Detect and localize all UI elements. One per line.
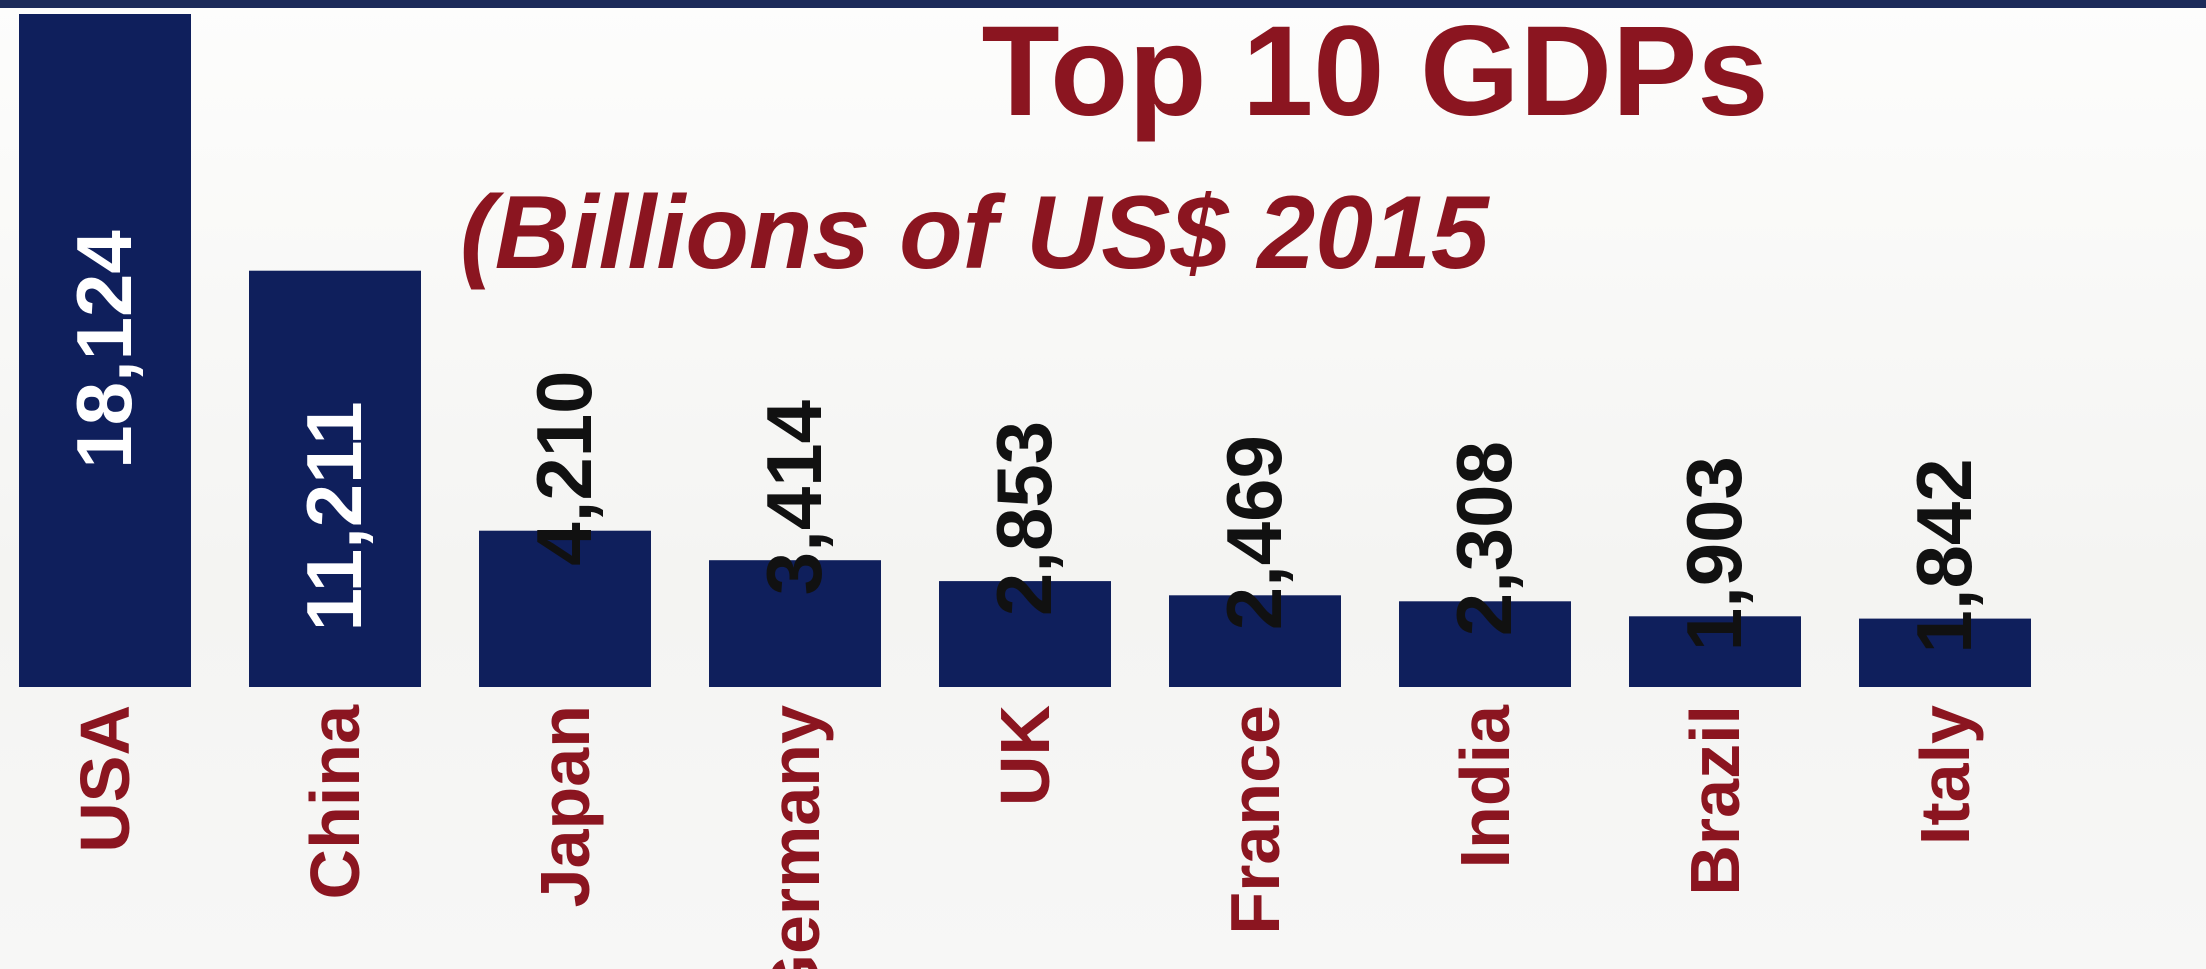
bar-france	[1169, 595, 1341, 687]
bar-china	[249, 270, 421, 687]
top-border	[0, 0, 2206, 8]
category-labels-layer: USA China Japan Germany UK France India Brazil I…	[66, 704, 1984, 969]
bar-uk	[939, 581, 1111, 687]
category-label-india: India	[1446, 704, 1524, 868]
category-label-brazil: Brazil	[1676, 705, 1754, 896]
chart-subtitle: (Billions of US$ 2015	[460, 175, 1491, 291]
bars-layer	[19, 14, 2031, 687]
value-labels-layer: 18,124 11,211 4,210 3,414 2,853 2,469 2,308 1,9…	[60, 230, 1988, 653]
bar-usa	[19, 14, 191, 687]
value-label-brazil: 1,903	[1670, 456, 1758, 651]
category-label-germany: Germany	[756, 705, 834, 969]
bar-brazil	[1629, 616, 1801, 687]
bar-japan	[479, 530, 651, 687]
bar-italy	[1859, 618, 2031, 687]
chart-title: Top 10 GDPs	[981, 0, 1768, 143]
value-label-china: 11,211	[290, 401, 378, 631]
value-label-italy: 1,842	[1900, 458, 1988, 653]
bar-india	[1399, 601, 1571, 687]
bar-germany	[709, 560, 881, 687]
value-label-france: 2,469	[1210, 435, 1298, 630]
category-label-uk: UK	[986, 705, 1064, 806]
value-label-usa: 18,124	[60, 230, 148, 469]
category-label-italy: Italy	[1906, 705, 1984, 845]
value-label-uk: 2,853	[980, 421, 1068, 616]
value-label-germany: 3,414	[750, 400, 838, 595]
category-label-china: China	[296, 704, 374, 900]
value-label-japan: 4,210	[520, 370, 608, 565]
category-label-japan: Japan	[526, 705, 604, 907]
category-label-france: France	[1216, 705, 1294, 935]
value-label-india: 2,308	[1440, 441, 1528, 636]
category-label-usa: USA	[66, 705, 144, 853]
